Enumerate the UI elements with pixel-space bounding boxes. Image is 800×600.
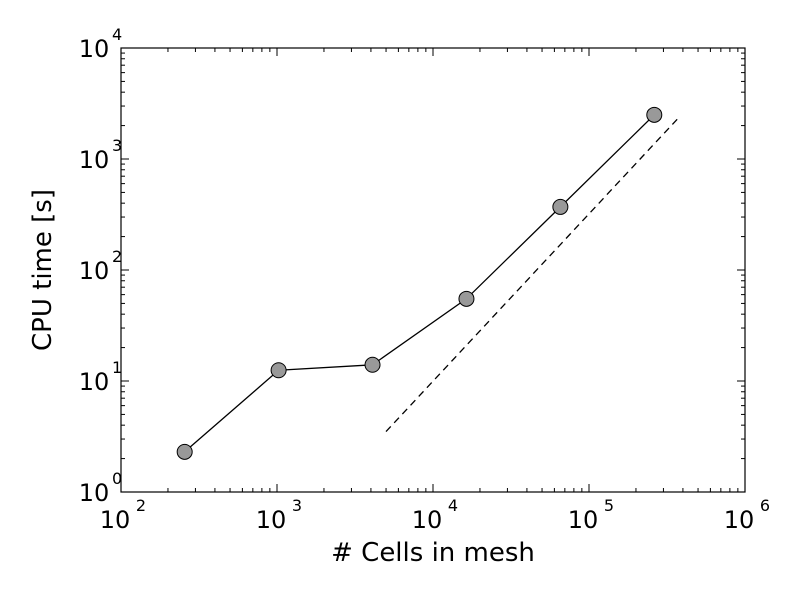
plot-area (120, 47, 746, 493)
x-tick-label: 10 (724, 506, 755, 534)
y-tick-exponent: 2 (112, 247, 122, 266)
data-point (176, 443, 193, 460)
cpu-time-line (184, 114, 655, 453)
x-tick-label: 10 (100, 506, 131, 534)
x-tick-exponent: 4 (448, 496, 458, 515)
x-tick-exponent: 3 (292, 496, 302, 515)
x-tick-labels: 10 2 10 3 10 4 10 5 10 6 (100, 496, 770, 534)
series-layer (176, 106, 679, 460)
y-tick-label: 10 (79, 35, 110, 63)
y-tick-exponent: 0 (112, 469, 122, 488)
x-tick-exponent: 6 (760, 496, 770, 515)
y-tick-exponent: 4 (112, 25, 122, 44)
y-tick-label: 10 (79, 479, 110, 507)
y-axis-label: CPU time [s] (28, 189, 58, 351)
x-tick-label: 10 (412, 506, 443, 534)
data-point (364, 356, 381, 373)
y-tick-label: 10 (79, 146, 110, 174)
data-point (458, 290, 475, 307)
y-tick-exponent: 3 (112, 136, 122, 155)
y-tick-exponent: 1 (112, 358, 122, 377)
data-point (646, 106, 663, 123)
ticks (120, 47, 746, 493)
x-tick-label: 10 (256, 506, 287, 534)
x-tick-exponent: 2 (136, 496, 146, 515)
y-tick-label: 10 (79, 368, 110, 396)
x-axis-label: # Cells in mesh (331, 538, 535, 568)
data-point (552, 198, 569, 215)
x-tick-label: 10 (568, 506, 599, 534)
data-point (270, 362, 287, 379)
x-tick-exponent: 5 (604, 496, 614, 515)
y-tick-label: 10 (79, 257, 110, 285)
